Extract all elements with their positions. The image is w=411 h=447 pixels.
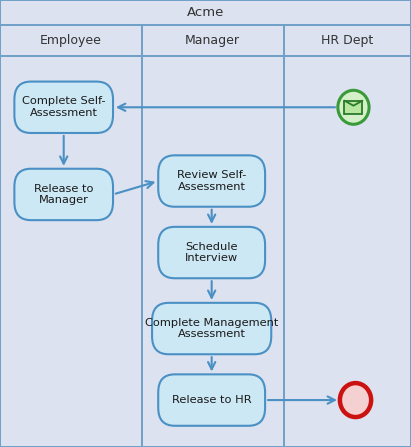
Text: Complete Self-
Assessment: Complete Self- Assessment bbox=[22, 97, 106, 118]
Bar bbox=[0, 0, 411, 25]
FancyBboxPatch shape bbox=[152, 303, 271, 354]
FancyBboxPatch shape bbox=[14, 169, 113, 220]
Text: Complete Management
Assessment: Complete Management Assessment bbox=[145, 318, 278, 339]
Text: Release to
Manager: Release to Manager bbox=[34, 184, 93, 205]
Circle shape bbox=[340, 383, 371, 417]
Text: Release to HR: Release to HR bbox=[172, 395, 252, 405]
Bar bbox=[344, 101, 363, 114]
FancyBboxPatch shape bbox=[158, 156, 265, 207]
FancyBboxPatch shape bbox=[158, 375, 265, 426]
Circle shape bbox=[338, 90, 369, 124]
Text: HR Dept: HR Dept bbox=[321, 34, 374, 47]
FancyBboxPatch shape bbox=[14, 81, 113, 133]
Text: Employee: Employee bbox=[40, 34, 102, 47]
FancyBboxPatch shape bbox=[158, 227, 265, 278]
Text: Review Self-
Assessment: Review Self- Assessment bbox=[177, 170, 246, 192]
Text: Acme: Acme bbox=[187, 6, 224, 19]
Text: Schedule
Interview: Schedule Interview bbox=[185, 242, 238, 263]
Text: Manager: Manager bbox=[185, 34, 240, 47]
